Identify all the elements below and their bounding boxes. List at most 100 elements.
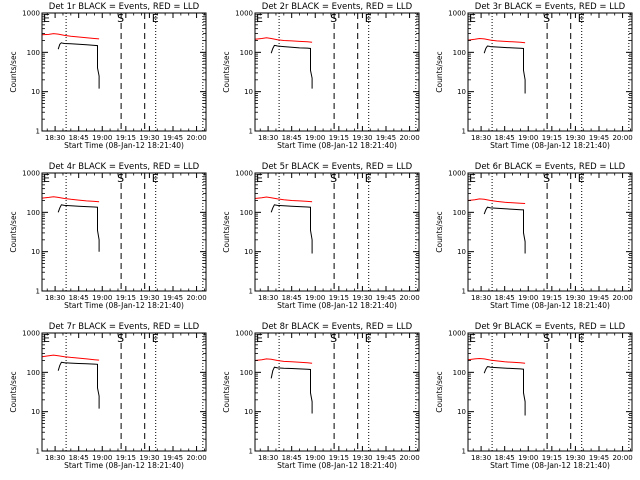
- x-tick-label: 19:15: [542, 294, 562, 302]
- y-tick-label: 1000: [448, 330, 466, 338]
- event-marker-label: E: [256, 12, 263, 25]
- event-marker-label: S: [117, 12, 124, 25]
- chart-title: Det 8r BLACK = Events, RED = LLD: [262, 322, 413, 332]
- plot-frame: [467, 12, 633, 132]
- plot-frame: [254, 12, 420, 132]
- y-tick-label: 10: [457, 408, 466, 416]
- x-tick-label: 20:00: [612, 294, 632, 302]
- y-axis-title: Counts/sec: [222, 211, 231, 252]
- x-tick-label: 19:30: [565, 294, 585, 302]
- x-tick-label: 19:30: [565, 454, 585, 462]
- x-tick-label: 20:00: [186, 134, 206, 142]
- y-tick-label: 100: [27, 49, 40, 57]
- plot-frame: [254, 172, 420, 292]
- x-tick-label: 19:45: [163, 454, 183, 462]
- series-line-events: [57, 42, 100, 89]
- x-axis-title: Start Time (08-Jan-12 18:21:40): [490, 141, 610, 150]
- y-tick-label: 1000: [22, 10, 40, 18]
- x-tick-label: 19:30: [139, 294, 159, 302]
- x-tick-label: 18:45: [69, 134, 89, 142]
- x-axis-title: Start Time (08-Jan-12 18:21:40): [277, 141, 397, 150]
- event-marker-label: E: [578, 332, 585, 345]
- x-tick-label: 18:30: [45, 454, 65, 462]
- series-line-lld: [41, 33, 100, 40]
- event-marker-label: S: [330, 12, 337, 25]
- x-tick-label: 19:45: [376, 294, 396, 302]
- event-marker-label: E: [578, 172, 585, 185]
- plot-frame: [467, 332, 633, 452]
- y-tick-label: 10: [244, 248, 253, 256]
- event-marker-label: E: [365, 332, 372, 345]
- chart-title: Det 4r BLACK = Events, RED = LLD: [49, 162, 200, 172]
- x-tick-label: 19:15: [116, 294, 136, 302]
- x-tick-label: 19:15: [116, 134, 136, 142]
- y-axis-title: Counts/sec: [435, 51, 444, 92]
- event-marker-label: S: [543, 12, 550, 25]
- plot-frame: [41, 172, 207, 292]
- x-tick-label: 19:45: [589, 454, 609, 462]
- event-marker-label: E: [152, 332, 159, 345]
- series-line-events: [483, 45, 526, 94]
- y-tick-label: 100: [240, 369, 253, 377]
- chart-title: Det 1r BLACK = Events, RED = LLD: [49, 2, 200, 12]
- y-tick-label: 10: [457, 88, 466, 96]
- x-tick-label: 18:45: [69, 454, 89, 462]
- y-tick-label: 100: [240, 49, 253, 57]
- y-axis-title: Counts/sec: [9, 51, 18, 92]
- series-line-lld: [467, 357, 526, 364]
- plot-frame: [467, 172, 633, 292]
- series-line-lld: [254, 358, 313, 364]
- x-axis-title: Start Time (08-Jan-12 18:21:40): [64, 301, 184, 310]
- y-tick-label: 1000: [448, 170, 466, 178]
- y-tick-label: 1000: [448, 10, 466, 18]
- x-tick-label: 19:15: [116, 454, 136, 462]
- x-axis-title: Start Time (08-Jan-12 18:21:40): [277, 461, 397, 470]
- x-tick-label: 19:15: [329, 294, 349, 302]
- chart-title: Det 5r BLACK = Events, RED = LLD: [262, 162, 413, 172]
- x-tick-label: 19:45: [163, 134, 183, 142]
- event-marker-label: E: [152, 12, 159, 25]
- y-axis-title: Counts/sec: [222, 51, 231, 92]
- x-tick-label: 19:30: [352, 294, 372, 302]
- x-tick-label: 19:30: [352, 134, 372, 142]
- plot-frame: [41, 332, 207, 452]
- y-tick-label: 1000: [235, 170, 253, 178]
- y-tick-label: 100: [453, 369, 466, 377]
- event-marker-label: E: [469, 12, 476, 25]
- x-tick-label: 19:45: [163, 294, 183, 302]
- event-marker-label: E: [43, 332, 50, 345]
- x-tick-label: 18:45: [69, 294, 89, 302]
- y-tick-label: 10: [244, 88, 253, 96]
- y-tick-label: 1: [36, 288, 40, 296]
- series-line-events: [483, 206, 526, 254]
- y-tick-label: 1000: [22, 330, 40, 338]
- event-marker-label: E: [152, 172, 159, 185]
- x-axis-title: Start Time (08-Jan-12 18:21:40): [64, 141, 184, 150]
- x-tick-label: 19:30: [139, 454, 159, 462]
- x-tick-label: 19:30: [352, 454, 372, 462]
- x-tick-label: 19:00: [92, 294, 112, 302]
- y-tick-label: 100: [240, 209, 253, 217]
- x-tick-label: 19:45: [589, 294, 609, 302]
- x-tick-label: 18:45: [282, 294, 302, 302]
- x-tick-label: 20:00: [186, 454, 206, 462]
- x-tick-label: 19:45: [376, 134, 396, 142]
- x-tick-label: 19:00: [92, 454, 112, 462]
- y-tick-label: 1: [249, 128, 253, 136]
- y-axis-title: Counts/sec: [435, 211, 444, 252]
- series-line-lld: [41, 196, 100, 203]
- event-marker-label: S: [543, 172, 550, 185]
- x-tick-label: 18:30: [471, 294, 491, 302]
- x-tick-label: 18:45: [282, 454, 302, 462]
- y-tick-label: 100: [453, 49, 466, 57]
- y-tick-label: 1: [462, 288, 466, 296]
- chart-title: Det 9r BLACK = Events, RED = LLD: [475, 322, 626, 332]
- event-marker-label: E: [365, 12, 372, 25]
- event-marker-label: S: [330, 332, 337, 345]
